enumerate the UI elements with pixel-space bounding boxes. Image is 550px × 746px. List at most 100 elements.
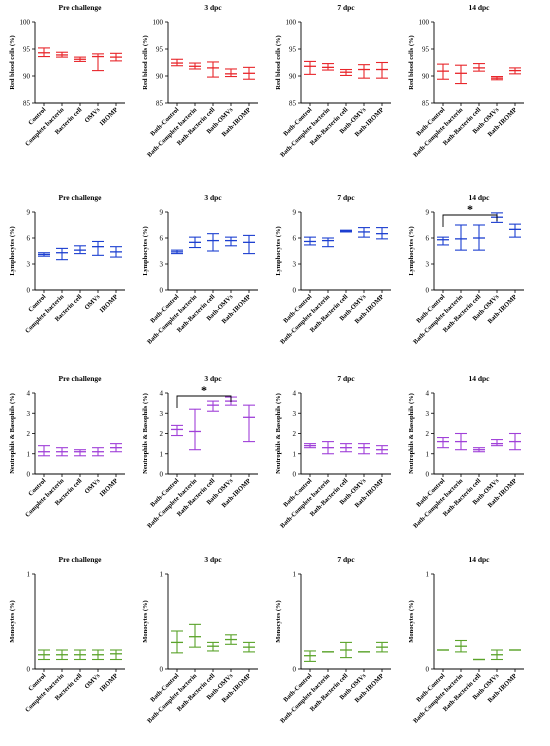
error-bar-4 (225, 236, 237, 247)
y-tick-label: 2 (160, 430, 164, 438)
y-tick-label: 1 (426, 450, 430, 458)
error-bar-3 (207, 641, 219, 652)
y-tick-label: 6 (27, 235, 31, 243)
y-tick-label: 9 (160, 209, 164, 217)
y-axis-label: Monocytes (%) (142, 600, 149, 642)
y-axis-label: Red blood cells (%) (9, 35, 16, 89)
significance-bracket (176, 395, 232, 408)
x-tick-label: IROMP (99, 477, 120, 498)
error-bar-2 (455, 64, 467, 85)
error-bar-4 (92, 649, 104, 661)
error-bar-3 (473, 224, 485, 251)
y-tick-label: 0 (293, 666, 297, 674)
error-bar-2 (56, 447, 68, 457)
error-bar-5 (376, 641, 388, 653)
error-bar-4 (358, 227, 370, 238)
error-bar-4 (491, 439, 503, 447)
error-bar-2 (322, 237, 334, 248)
y-tick-label: 100 (20, 19, 31, 27)
chart-title: 14 dpc (468, 193, 490, 202)
y-tick-label: 95 (289, 46, 297, 54)
y-axis-label: Monocytes (%) (9, 600, 16, 642)
y-tick-label: 3 (293, 410, 297, 418)
chart-title: 7 dpc (337, 193, 355, 202)
significance-bracket (442, 214, 498, 227)
y-tick-label: 85 (156, 100, 164, 108)
error-bar-5 (243, 404, 255, 443)
x-tick-label: IROMP (99, 293, 120, 314)
chart-title: 3 dpc (204, 3, 222, 12)
y-tick-label: 0 (293, 287, 297, 295)
y-axis-label: Lymphocytes (%) (408, 226, 415, 275)
chart-title: 7 dpc (337, 3, 355, 12)
y-tick-label: 3 (160, 410, 164, 418)
error-bar-2 (455, 224, 467, 251)
y-tick-label: 100 (419, 19, 430, 27)
error-bar-3 (340, 641, 352, 659)
error-bar-5 (376, 445, 388, 455)
error-bar-1 (171, 424, 183, 437)
error-bar-3 (340, 68, 352, 77)
error-bar-2 (455, 639, 467, 653)
y-tick-label: 9 (426, 209, 430, 217)
y-tick-label: 1 (293, 571, 297, 579)
chart-title: 3 dpc (204, 374, 222, 383)
error-bar-1 (304, 443, 316, 449)
error-bar-1 (171, 249, 183, 255)
error-bar-4 (358, 64, 370, 79)
error-bar-4 (358, 443, 370, 455)
chart-title: Pre challenge (59, 555, 103, 564)
chart-title: 7 dpc (337, 374, 355, 383)
chart-title: 3 dpc (204, 193, 222, 202)
error-bar-5 (110, 443, 122, 453)
y-tick-label: 90 (422, 73, 430, 81)
error-bar-3 (74, 56, 86, 62)
error-bar-3 (207, 400, 219, 412)
y-tick-label: 90 (156, 73, 164, 81)
y-tick-label: 1 (426, 571, 430, 579)
y-tick-label: 0 (27, 471, 31, 479)
x-tick-label: IROMP (99, 672, 120, 693)
error-bar-2 (56, 51, 68, 58)
error-bar-2 (189, 62, 201, 70)
error-bar-5 (110, 246, 122, 258)
y-axis-label: Lymphocytes (%) (142, 226, 149, 275)
y-tick-label: 2 (293, 430, 297, 438)
y-tick-label: 0 (160, 471, 164, 479)
error-bar-2 (322, 441, 334, 455)
y-axis-label: Red blood cells (%) (275, 35, 282, 89)
error-bar-5 (243, 234, 255, 255)
y-tick-label: 4 (27, 390, 31, 398)
error-bar-5 (509, 67, 521, 75)
error-bar-4 (491, 75, 503, 81)
error-bar-2 (189, 236, 201, 249)
error-bar-3 (74, 245, 86, 255)
y-tick-label: 9 (27, 209, 31, 217)
error-bar-1 (38, 649, 50, 661)
y-tick-label: 0 (426, 471, 430, 479)
error-bar-5 (110, 52, 122, 62)
error-bar-2 (56, 247, 68, 261)
y-axis-label: Neutrophils & Basophils (%) (142, 393, 149, 474)
chart-title: 14 dpc (468, 374, 490, 383)
error-bar-5 (110, 649, 122, 661)
error-bar-2 (189, 623, 201, 648)
y-tick-label: 6 (426, 235, 430, 243)
y-tick-label: 4 (293, 390, 297, 398)
y-tick-label: 95 (23, 46, 31, 54)
error-bar-1 (304, 236, 316, 246)
y-tick-label: 0 (160, 666, 164, 674)
error-bar-5 (509, 223, 521, 238)
